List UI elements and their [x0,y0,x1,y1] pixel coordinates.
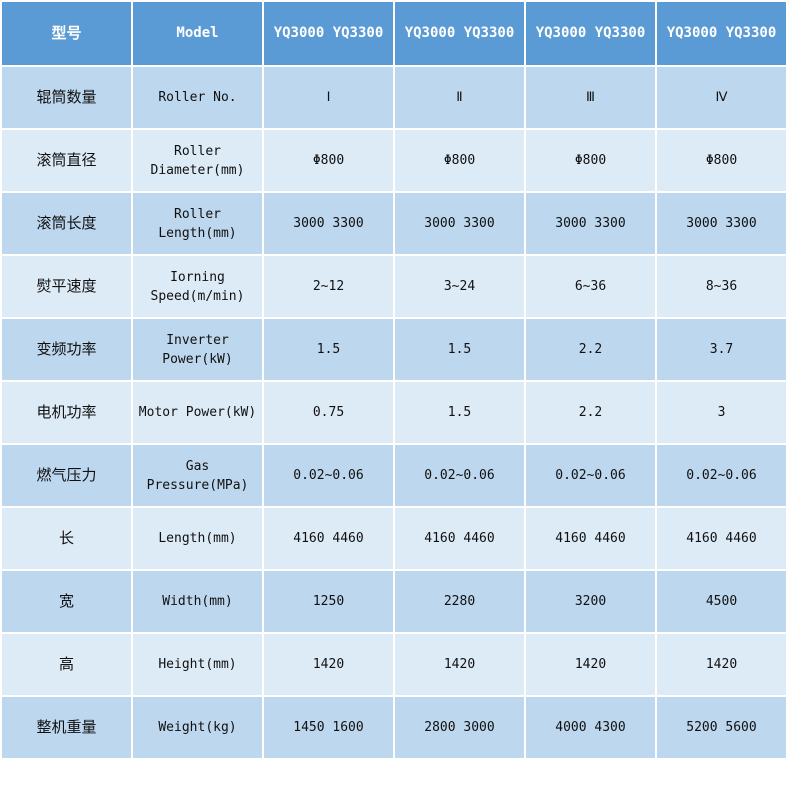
spec-name-en: Inverter Power(kW) [131,317,264,382]
header-model-2: YQ3000 YQ3300 [393,0,526,67]
spec-value: 1420 [655,632,788,697]
header-model-1: YQ3000 YQ3300 [262,0,395,67]
spec-name-cn: 高 [0,632,133,697]
spec-name-cn: 长 [0,506,133,571]
spec-name-cn: 电机功率 [0,380,133,445]
spec-name-en: Height(mm) [131,632,264,697]
spec-name-en: Length(mm) [131,506,264,571]
spec-value: 1420 [262,632,395,697]
spec-value: 4160 4460 [524,506,657,571]
spec-value: 0.02~0.06 [655,443,788,508]
spec-value: 3000 3300 [262,191,395,256]
table-row: 高 Height(mm) 1420 1420 1420 1420 [0,632,788,697]
spec-name-en: Weight(kg) [131,695,264,760]
spec-value: 0.02~0.06 [524,443,657,508]
table-row: 辊筒数量 Roller No. Ⅰ Ⅱ Ⅲ Ⅳ [0,65,788,130]
spec-value: 2800 3000 [393,695,526,760]
header-model-3: YQ3000 YQ3300 [524,0,657,67]
spec-name-en: Roller Diameter(mm) [131,128,264,193]
spec-value: 8~36 [655,254,788,319]
spec-name-en: Width(mm) [131,569,264,634]
spec-value: 3 [655,380,788,445]
spec-value: 4160 4460 [655,506,788,571]
spec-value: Φ800 [655,128,788,193]
spec-value: 0.02~0.06 [393,443,526,508]
spec-value: 1.5 [393,380,526,445]
spec-value: 3~24 [393,254,526,319]
spec-value: 3.7 [655,317,788,382]
spec-value: 4500 [655,569,788,634]
spec-value: 3000 3300 [655,191,788,256]
spec-value: 2.2 [524,380,657,445]
spec-value: Ⅳ [655,65,788,130]
spec-name-cn: 变频功率 [0,317,133,382]
spec-name-en: Motor Power(kW) [131,380,264,445]
spec-value: 1.5 [262,317,395,382]
spec-name-cn: 宽 [0,569,133,634]
spec-value: 4000 4300 [524,695,657,760]
spec-value: 0.75 [262,380,395,445]
spec-value: 2~12 [262,254,395,319]
spec-value: Φ800 [262,128,395,193]
spec-value: 2280 [393,569,526,634]
header-row: 型号 Model YQ3000 YQ3300 YQ3000 YQ3300 YQ3… [0,0,788,67]
spec-name-en: Roller No. [131,65,264,130]
spec-name-en: Roller Length(mm) [131,191,264,256]
table-row: 宽 Width(mm) 1250 2280 3200 4500 [0,569,788,634]
spec-value: Φ800 [393,128,526,193]
spec-value: 1.5 [393,317,526,382]
spec-value: 1250 [262,569,395,634]
spec-value: 0.02~0.06 [262,443,395,508]
spec-name-cn: 滚筒直径 [0,128,133,193]
spec-name-cn: 燃气压力 [0,443,133,508]
spec-name-cn: 辊筒数量 [0,65,133,130]
spec-value: 3000 3300 [393,191,526,256]
table-row: 长 Length(mm) 4160 4460 4160 4460 4160 4460 41… [0,506,788,571]
spec-value: 1420 [524,632,657,697]
table-row: 熨平速度 Iorning Speed(m/min) 2~12 3~24 6~36 8~36 [0,254,788,319]
spec-value: 2.2 [524,317,657,382]
spec-name-cn: 滚筒长度 [0,191,133,256]
spec-name-cn: 熨平速度 [0,254,133,319]
header-model-4: YQ3000 YQ3300 [655,0,788,67]
table-row: 电机功率 Motor Power(kW) 0.75 1.5 2.2 3 [0,380,788,445]
spec-value: 4160 4460 [393,506,526,571]
spec-value: Ⅱ [393,65,526,130]
table-row: 滚筒直径 Roller Diameter(mm) Φ800 Φ800 Φ800 Φ800 [0,128,788,193]
spec-name-en: Iorning Speed(m/min) [131,254,264,319]
spec-value: 5200 5600 [655,695,788,760]
header-model-cn: 型号 [0,0,133,67]
table-row: 整机重量 Weight(kg) 1450 1600 2800 3000 4000 430… [0,695,788,760]
table-row: 燃气压力 Gas Pressure(MPa) 0.02~0.06 0.02~0.06 0… [0,443,788,508]
spec-value: 3200 [524,569,657,634]
spec-name-en: Gas Pressure(MPa) [131,443,264,508]
spec-value: Ⅲ [524,65,657,130]
table-row: 滚筒长度 Roller Length(mm) 3000 3300 3000 3300 3… [0,191,788,256]
spec-value: 6~36 [524,254,657,319]
header-model-en: Model [131,0,264,67]
spec-table: 型号 Model YQ3000 YQ3300 YQ3000 YQ3300 YQ3… [0,0,788,760]
spec-value: Φ800 [524,128,657,193]
spec-value: 4160 4460 [262,506,395,571]
spec-value: 1450 1600 [262,695,395,760]
spec-name-cn: 整机重量 [0,695,133,760]
spec-value: Ⅰ [262,65,395,130]
spec-value: 1420 [393,632,526,697]
spec-value: 3000 3300 [524,191,657,256]
table-row: 变频功率 Inverter Power(kW) 1.5 1.5 2.2 3.7 [0,317,788,382]
